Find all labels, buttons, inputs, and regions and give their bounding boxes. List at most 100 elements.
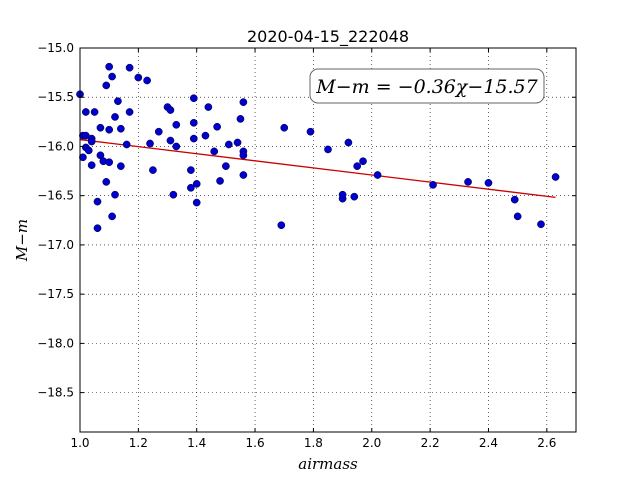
x-tick-label: 1.8 — [304, 436, 323, 450]
data-point — [513, 212, 522, 221]
data-point — [122, 140, 131, 149]
data-point — [143, 76, 151, 85]
data-point — [189, 134, 198, 143]
x-tick-label: 2.6 — [537, 436, 556, 450]
data-point — [108, 72, 116, 81]
data-point — [154, 127, 163, 136]
data-point — [324, 145, 332, 154]
data-point — [172, 142, 181, 151]
data-point — [90, 108, 99, 116]
data-point — [111, 190, 119, 199]
x-tick-label: 1.0 — [70, 436, 89, 450]
x-tick-label: 1.2 — [129, 436, 148, 450]
data-point — [116, 124, 125, 133]
x-tick-label: 2.4 — [479, 436, 498, 450]
data-point — [108, 212, 116, 221]
data-point — [93, 224, 102, 233]
data-point — [102, 81, 111, 90]
data-point — [114, 97, 122, 106]
data-point — [373, 171, 382, 179]
fit-equation-box: M−m = −0.36χ−15.57 — [309, 68, 545, 104]
data-point — [510, 195, 519, 204]
data-point — [353, 162, 362, 171]
data-point — [277, 221, 286, 230]
data-point — [81, 108, 90, 116]
data-point — [216, 177, 224, 185]
data-points — [76, 62, 560, 233]
data-point — [350, 192, 359, 201]
data-point — [134, 73, 143, 82]
data-point — [359, 157, 367, 166]
data-point — [149, 166, 157, 174]
data-point — [105, 125, 114, 134]
y-tick-label: −18.0 — [37, 336, 74, 350]
data-point — [222, 162, 230, 171]
data-point — [187, 183, 195, 192]
data-point — [125, 63, 134, 72]
data-point — [102, 178, 111, 186]
x-tick-label: 1.4 — [187, 436, 206, 450]
grid — [79, 47, 576, 432]
x-axis-label: airmass — [298, 455, 358, 473]
data-point — [187, 166, 195, 174]
data-point — [87, 161, 96, 170]
data-point — [189, 118, 198, 127]
data-point — [166, 106, 175, 114]
data-point — [96, 123, 105, 132]
y-tick-label: −17.5 — [37, 287, 74, 301]
data-point — [84, 146, 93, 155]
fit-equation-frame — [309, 68, 545, 104]
data-point — [338, 190, 347, 199]
fit-line — [79, 138, 556, 198]
x-tick-label: 1.6 — [246, 436, 265, 450]
data-point — [192, 198, 201, 207]
data-point — [172, 120, 181, 129]
data-point — [213, 122, 221, 131]
data-point — [484, 179, 493, 187]
data-point — [464, 178, 472, 186]
data-point — [239, 98, 248, 107]
data-point — [429, 181, 437, 189]
data-point — [116, 162, 125, 171]
data-point — [537, 220, 545, 229]
y-tick-label: −15.0 — [37, 41, 74, 55]
fit-line-layer — [79, 138, 556, 198]
data-point — [105, 62, 114, 71]
data-point — [236, 115, 245, 123]
plot-frame — [79, 47, 577, 433]
y-tick-label: −17.0 — [37, 238, 74, 252]
data-point — [166, 136, 175, 145]
data-point — [201, 131, 210, 140]
data-point — [146, 139, 154, 148]
data-point — [344, 138, 353, 147]
data-point — [210, 147, 219, 156]
x-tick-label: 2.0 — [362, 436, 381, 450]
data-point — [111, 113, 119, 121]
y-tick-label: −16.5 — [37, 189, 74, 203]
chart-title: 2020-04-15_222048 — [247, 27, 409, 47]
data-point — [189, 94, 198, 103]
y-axis-label: M−m — [13, 219, 31, 262]
data-point — [224, 140, 233, 149]
y-tick-label: −15.5 — [37, 90, 74, 104]
data-point — [192, 180, 201, 188]
x-tick-label: 2.2 — [421, 436, 440, 450]
y-tick-label: −18.5 — [37, 386, 74, 400]
data-point — [280, 123, 289, 132]
data-point — [239, 171, 248, 179]
data-point — [233, 138, 242, 147]
data-point — [93, 197, 102, 206]
data-point — [105, 158, 114, 167]
data-point — [306, 127, 315, 136]
data-point — [79, 153, 87, 162]
fit-equation-text: M−m = −0.36χ−15.57 — [315, 76, 538, 98]
data-point — [239, 151, 248, 160]
data-point — [551, 173, 560, 181]
data-point — [204, 103, 213, 111]
data-point — [125, 108, 134, 116]
data-point — [169, 190, 178, 199]
y-tick-label: −16.0 — [37, 139, 74, 153]
data-point — [87, 137, 96, 146]
axis-ticks: 1.0 1.2 1.4 1.6 1.8 2.0 2.2 2.4 2.6 −15.0 −15.5 −16… — [37, 41, 576, 450]
